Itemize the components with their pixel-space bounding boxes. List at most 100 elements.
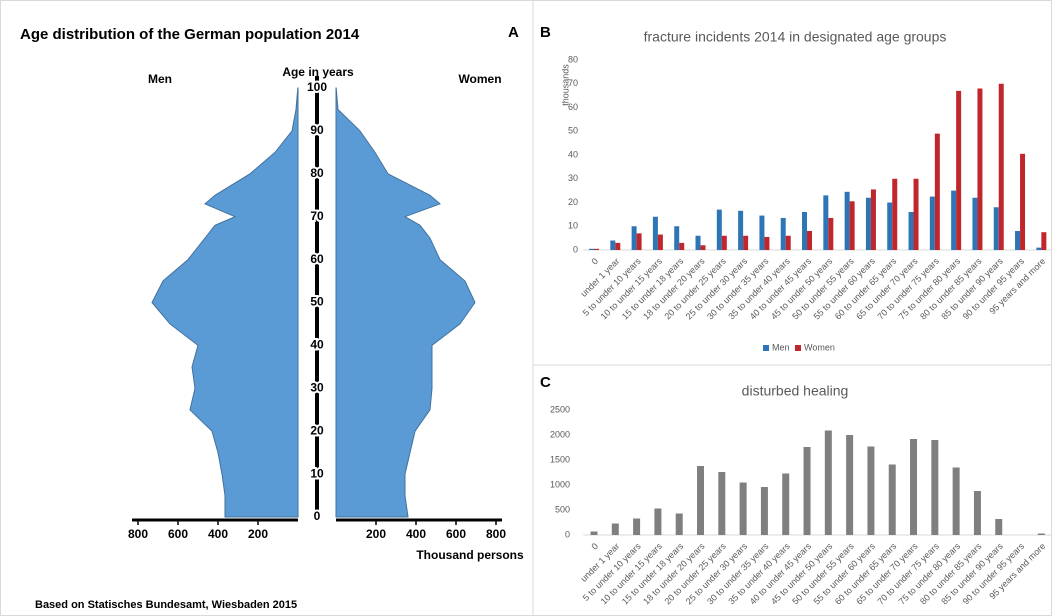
bar — [973, 491, 981, 535]
bar — [590, 531, 598, 535]
bar — [654, 508, 662, 535]
bar — [679, 242, 685, 250]
y-tick-label: 80 — [568, 54, 578, 64]
bar — [828, 217, 834, 250]
y-tick-label: 2000 — [550, 429, 570, 439]
bar — [952, 467, 960, 535]
bar — [764, 236, 770, 250]
bar — [807, 231, 813, 250]
bar — [892, 178, 898, 250]
y-tick-label: 70 — [310, 209, 324, 223]
y-tick-label: 90 — [310, 123, 324, 137]
bar — [782, 473, 790, 535]
chart-title: Age distribution of the German populatio… — [20, 26, 360, 43]
x-tick-label: 600 — [168, 527, 188, 541]
bar — [951, 190, 957, 250]
y-tick-label: 10 — [310, 466, 324, 480]
bar — [695, 235, 701, 250]
y-axis-label: thousands — [560, 64, 570, 106]
x-tick-label: 800 — [486, 527, 506, 541]
bar — [759, 215, 765, 250]
bar — [738, 210, 744, 250]
chart-title: fracture incidents 2014 in designated ag… — [644, 29, 947, 45]
bar — [760, 487, 768, 535]
x-tick-label: 400 — [406, 527, 426, 541]
y-tick-label: 40 — [310, 338, 324, 352]
bar — [721, 235, 727, 250]
series-label: Men — [148, 72, 172, 86]
bar — [652, 216, 658, 250]
x-tick-label: 200 — [248, 527, 268, 541]
population-area — [335, 87, 476, 518]
x-tick-label: 600 — [446, 527, 466, 541]
bar — [633, 518, 641, 535]
y-tick-label: 500 — [555, 504, 570, 514]
y-tick-label: 60 — [310, 252, 324, 266]
source-note: Based on Statisches Bundesamt, Wiesbaden… — [35, 599, 297, 611]
y-tick-label: 70 — [568, 78, 578, 88]
bar — [865, 197, 871, 250]
bar — [844, 191, 850, 250]
bar — [913, 178, 919, 250]
panel-label: B — [540, 24, 551, 41]
bar — [849, 201, 855, 250]
bar — [1041, 232, 1047, 250]
bar — [697, 466, 705, 535]
bar — [1020, 153, 1026, 250]
bar — [977, 88, 983, 250]
bar — [615, 242, 621, 250]
series-label: Women — [458, 72, 501, 86]
bar — [657, 234, 663, 250]
y-tick-label: 60 — [568, 102, 578, 112]
x-tick-label: 0 — [589, 541, 600, 552]
bar — [785, 235, 791, 250]
population-area — [151, 87, 299, 518]
y-tick-label: 30 — [568, 173, 578, 183]
y-tick-label: 20 — [310, 423, 324, 437]
y-tick-label: 50 — [568, 126, 578, 136]
bar — [929, 196, 935, 250]
bar — [743, 235, 749, 250]
bar — [910, 439, 918, 535]
x-tick-label: 0 — [589, 256, 600, 267]
bar — [1036, 247, 1042, 250]
y-tick-label: 2500 — [550, 404, 570, 414]
bar — [870, 189, 876, 250]
bar — [802, 212, 808, 250]
y-tick-label: 0 — [314, 509, 321, 523]
bar — [611, 523, 619, 535]
legend-label: Men — [772, 342, 790, 352]
bar — [846, 435, 854, 535]
bar — [993, 207, 999, 250]
bar — [739, 482, 747, 535]
bar — [887, 202, 893, 250]
bar — [972, 197, 978, 250]
legend-label: Women — [804, 342, 835, 352]
y-tick-label: 0 — [565, 529, 570, 539]
y-tick-label: 0 — [573, 244, 578, 254]
y-tick-label: 10 — [568, 221, 578, 231]
bar — [636, 233, 642, 250]
legend-swatch — [763, 345, 769, 351]
bar — [1037, 533, 1045, 535]
x-axis-label: Thousand persons — [416, 548, 524, 562]
x-tick-label: 800 — [128, 527, 148, 541]
y-tick-label: 20 — [568, 197, 578, 207]
y-tick-label: 1500 — [550, 454, 570, 464]
y-tick-label: 30 — [310, 380, 324, 394]
bar — [823, 195, 829, 250]
bar — [631, 226, 637, 250]
bar — [610, 240, 616, 250]
bar — [867, 446, 875, 535]
panel-label: A — [508, 24, 519, 41]
bar — [700, 245, 706, 250]
bar — [824, 430, 832, 535]
legend-swatch — [795, 345, 801, 351]
bar — [956, 90, 962, 250]
x-tick-label: 200 — [366, 527, 386, 541]
y-tick-label: 100 — [307, 80, 327, 94]
bar — [803, 447, 811, 535]
bar — [1015, 231, 1021, 250]
bar — [674, 226, 680, 250]
